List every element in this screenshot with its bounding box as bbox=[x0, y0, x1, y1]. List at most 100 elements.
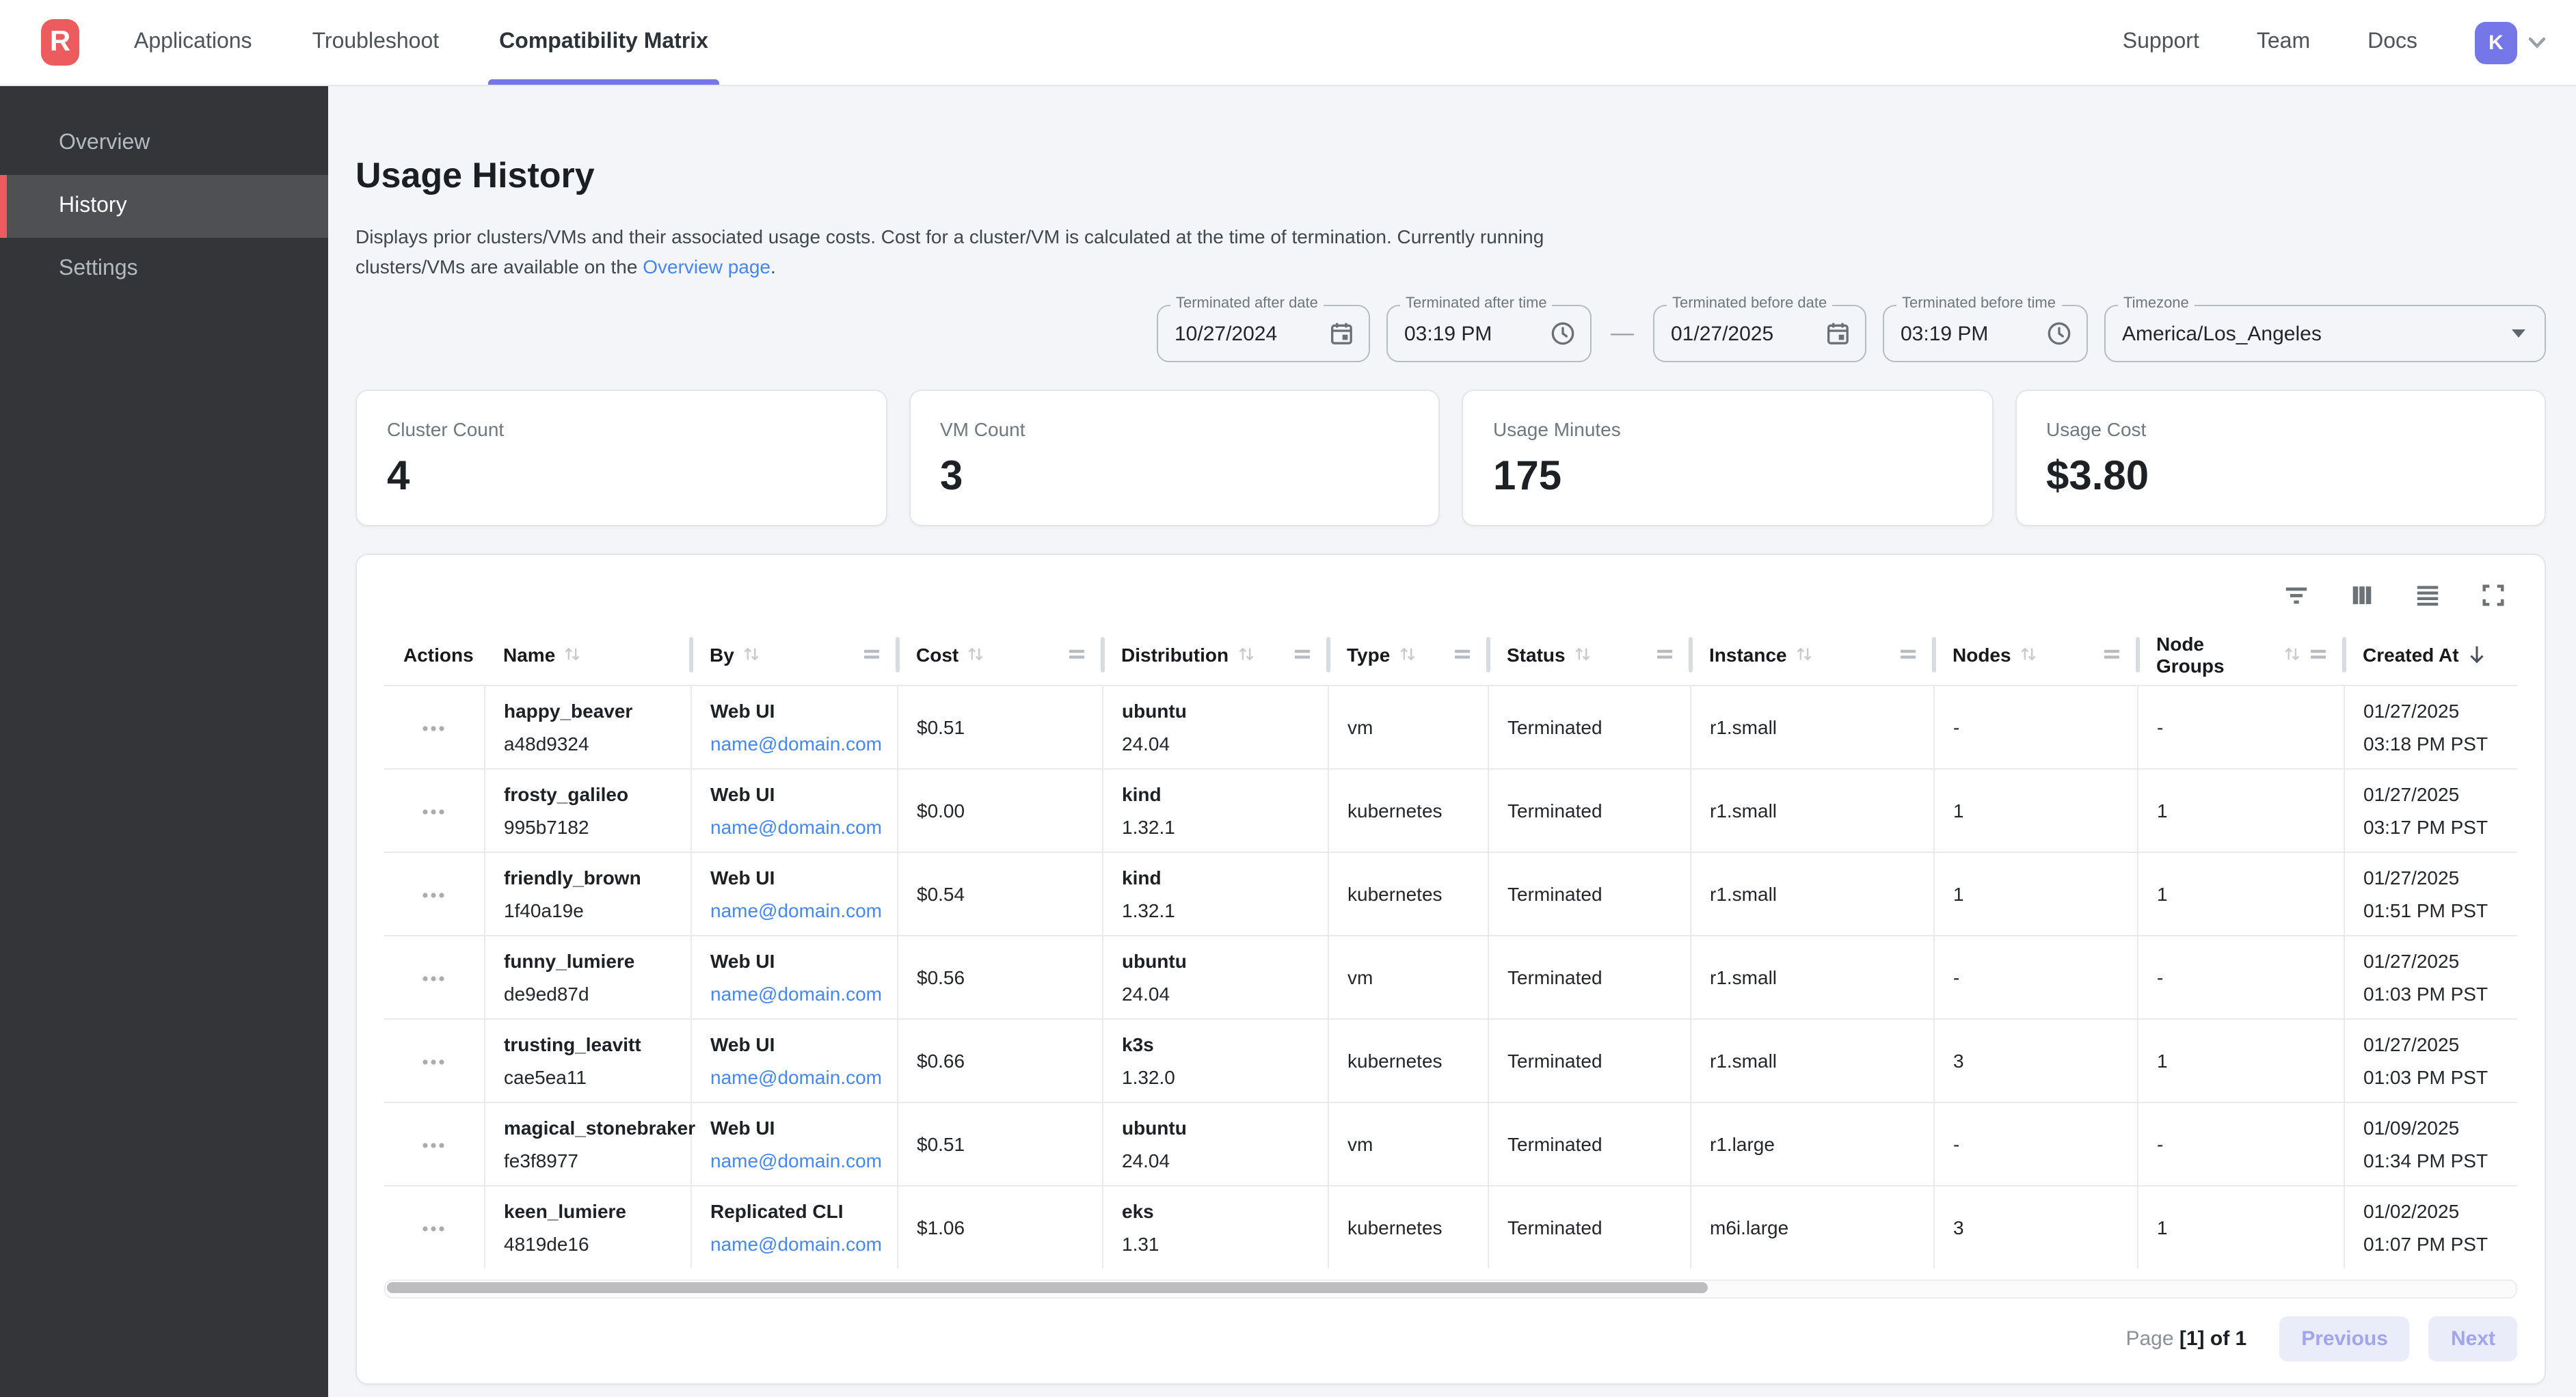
created-date: 01/02/2025 bbox=[2363, 1199, 2460, 1222]
tab-troubleshoot[interactable]: Troubleshoot bbox=[312, 30, 440, 53]
type-cell: vm bbox=[1328, 684, 1488, 769]
link-docs[interactable]: Docs bbox=[2367, 30, 2417, 53]
timezone-select[interactable]: Timezone America/Los_Angeles bbox=[2104, 295, 2546, 363]
column-header-status[interactable]: Status bbox=[1488, 625, 1693, 685]
column-separator[interactable] bbox=[896, 637, 900, 673]
previous-button[interactable]: Previous bbox=[2279, 1316, 2410, 1362]
column-separator[interactable] bbox=[1101, 637, 1105, 673]
link-support[interactable]: Support bbox=[2122, 30, 2199, 53]
row-actions-button[interactable] bbox=[416, 1128, 452, 1159]
status-cell: Terminated bbox=[1488, 934, 1691, 1019]
next-button[interactable]: Next bbox=[2428, 1316, 2517, 1362]
calendar-icon[interactable] bbox=[1824, 320, 1851, 347]
link-team[interactable]: Team bbox=[2256, 30, 2311, 53]
tab-applications[interactable]: Applications bbox=[134, 30, 252, 53]
table-row: happy_beaver a48d9324 Web UI name@domain.c… bbox=[384, 684, 2517, 769]
stat-value: 3 bbox=[940, 454, 963, 500]
column-header-by[interactable]: By bbox=[690, 625, 900, 685]
cluster-id: fe3f8977 bbox=[504, 1149, 578, 1171]
tab-compatibility-matrix[interactable]: Compatibility Matrix bbox=[488, 0, 719, 85]
scrollbar-thumb[interactable] bbox=[387, 1282, 1708, 1294]
sort-icon bbox=[1399, 648, 1414, 662]
creator-email-link[interactable]: name@domain.com bbox=[710, 899, 882, 921]
column-menu-icon[interactable] bbox=[1293, 646, 1317, 664]
clock-icon[interactable] bbox=[1549, 320, 1577, 347]
terminated-after-time-field[interactable]: Terminated after time 03:19 PM bbox=[1386, 295, 1592, 363]
row-actions-button[interactable] bbox=[416, 878, 452, 909]
terminated-before-date-field[interactable]: Terminated before date 01/27/2025 bbox=[1653, 295, 1866, 363]
sidebar-item-overview[interactable]: Overview bbox=[59, 131, 150, 154]
column-separator[interactable] bbox=[2136, 637, 2140, 673]
column-separator[interactable] bbox=[1932, 637, 1936, 673]
column-header-type[interactable]: Type bbox=[1328, 625, 1490, 685]
column-header-nodes[interactable]: Nodes bbox=[1933, 625, 2140, 685]
account-menu[interactable]: K bbox=[2475, 21, 2546, 64]
column-menu-icon[interactable] bbox=[2103, 646, 2126, 664]
column-header-distribution[interactable]: Distribution bbox=[1102, 625, 1330, 685]
creator-email-link[interactable]: name@domain.com bbox=[710, 982, 882, 1005]
horizontal-scrollbar[interactable] bbox=[384, 1279, 2517, 1299]
column-header-instance[interactable]: Instance bbox=[1690, 625, 1936, 685]
terminated-before-time-field[interactable]: Terminated before time 03:19 PM bbox=[1883, 295, 2088, 363]
filter-bar: Terminated after date 10/27/2024 Termina… bbox=[355, 295, 2546, 363]
overview-page-link[interactable]: Overview page bbox=[643, 256, 770, 278]
creator-email-link[interactable]: name@domain.com bbox=[710, 1232, 882, 1255]
fullscreen-button[interactable] bbox=[2478, 580, 2509, 611]
created-date: 01/27/2025 bbox=[2363, 783, 2460, 805]
column-menu-icon[interactable] bbox=[1453, 646, 1477, 664]
table-row: friendly_brown 1f40a19e Web UI name@domain… bbox=[384, 851, 2517, 936]
column-menu-icon[interactable] bbox=[2309, 646, 2333, 664]
type-cell: vm bbox=[1328, 1101, 1488, 1186]
row-actions-button[interactable] bbox=[416, 711, 452, 742]
column-separator[interactable] bbox=[1689, 637, 1693, 673]
avatar[interactable]: K bbox=[2475, 21, 2517, 64]
columns-button[interactable] bbox=[2346, 580, 2378, 611]
instance-cell: r1.small bbox=[1690, 851, 1934, 936]
column-header-name[interactable]: Name bbox=[484, 625, 693, 685]
filter-button[interactable] bbox=[2281, 580, 2312, 611]
column-menu-icon[interactable] bbox=[1899, 646, 1922, 664]
creator-email-link[interactable]: name@domain.com bbox=[710, 1066, 882, 1088]
column-separator[interactable] bbox=[1326, 637, 1330, 673]
sidebar-item-settings[interactable]: Settings bbox=[59, 257, 138, 280]
stat-label: Usage Cost bbox=[2046, 418, 2147, 441]
logo-letter: R bbox=[49, 26, 71, 57]
terminated-after-date-field[interactable]: Terminated after date 10/27/2024 bbox=[1157, 295, 1370, 363]
column-menu-icon[interactable] bbox=[863, 646, 886, 664]
calendar-icon[interactable] bbox=[1328, 320, 1355, 347]
creator-email-link[interactable]: name@domain.com bbox=[710, 815, 882, 838]
column-separator[interactable] bbox=[2342, 637, 2346, 673]
stat-card-cluster-count: Cluster Count 4 bbox=[355, 390, 887, 527]
row-actions-button[interactable] bbox=[416, 794, 452, 826]
cost-cell: $0.54 bbox=[897, 851, 1103, 936]
column-header-node-groups[interactable]: Node Groups bbox=[2137, 625, 2346, 685]
density-button[interactable] bbox=[2412, 580, 2443, 611]
replicated-logo[interactable]: R bbox=[41, 19, 79, 66]
row-actions-button[interactable] bbox=[416, 961, 452, 992]
column-separator[interactable] bbox=[1486, 637, 1490, 673]
page-title: Usage History bbox=[355, 154, 595, 196]
row-actions-button[interactable] bbox=[416, 1044, 452, 1076]
nodes-cell: 3 bbox=[1933, 1184, 2138, 1269]
creator-email-link[interactable]: name@domain.com bbox=[710, 732, 882, 755]
row-actions-button[interactable] bbox=[416, 1212, 452, 1243]
chevron-down-icon[interactable] bbox=[2528, 36, 2546, 49]
cluster-name: keen_lumiere bbox=[504, 1199, 626, 1222]
column-separator[interactable] bbox=[689, 637, 693, 673]
column-header-cost[interactable]: Cost bbox=[897, 625, 1105, 685]
status-cell: Terminated bbox=[1488, 1184, 1691, 1269]
column-menu-icon[interactable] bbox=[1656, 646, 1679, 664]
distribution: ubuntu bbox=[1122, 699, 1187, 722]
sidebar-item-history[interactable]: History bbox=[0, 175, 328, 238]
sort-icon bbox=[565, 648, 580, 662]
column-header-created-at[interactable]: Created At bbox=[2344, 625, 2517, 685]
created-time: 03:17 PM PST bbox=[2363, 815, 2488, 838]
column-menu-icon[interactable] bbox=[1068, 646, 1091, 664]
cluster-id: cae5ea11 bbox=[504, 1066, 587, 1088]
sort-icon bbox=[1238, 648, 1253, 662]
creator-email-link[interactable]: name@domain.com bbox=[710, 1149, 882, 1171]
table-row: magical_stonebraker fe3f8977 Web UI name@d… bbox=[384, 1101, 2517, 1186]
distribution: kind bbox=[1122, 866, 1162, 889]
created-by: Web UI bbox=[710, 1116, 775, 1139]
clock-icon[interactable] bbox=[2045, 320, 2073, 347]
